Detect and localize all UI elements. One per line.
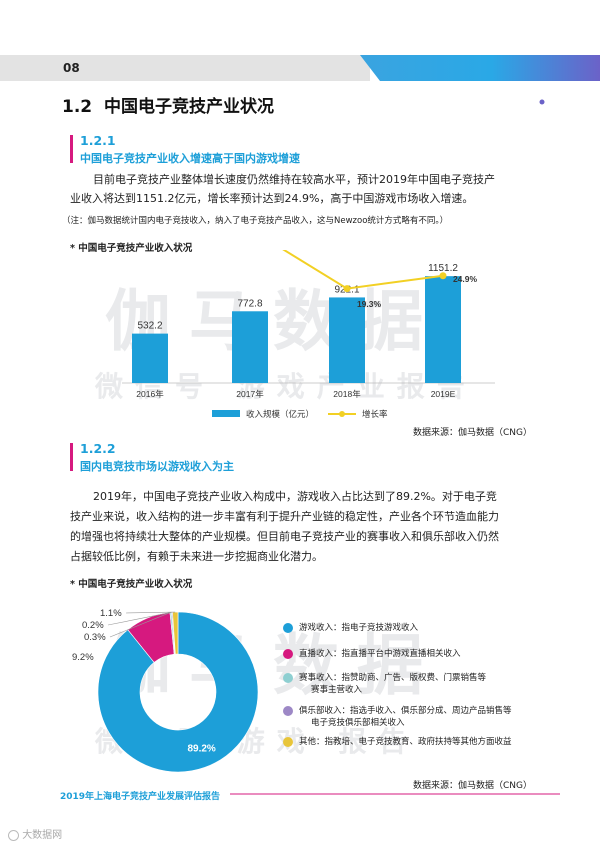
- donut-label-4: 1.1%: [100, 608, 122, 619]
- legend-text-3-0: 俱乐部收入：指选手收入、俱乐部分成、周边产品销售等: [299, 706, 512, 716]
- section-title-text: 中国电子竞技产业状况: [103, 97, 274, 117]
- legend-text-2-1: 赛事主营收入: [311, 685, 363, 695]
- donut-label-2: 0.3%: [84, 632, 106, 643]
- legend-item-2: 赛事收入：指赞助商、广告、版权费、门票销售等赛事主营收入: [283, 672, 583, 696]
- growth-rate-point-2: [343, 285, 351, 293]
- x-tick-label-0: 2016年: [136, 389, 164, 399]
- donut-leader-2: [109, 612, 171, 638]
- x-tick-label-3: 2019E: [431, 389, 456, 399]
- legend-item-1: 直播收入：指直播平台中游戏直播相关收入: [283, 648, 583, 660]
- growth-rate-label-2: 19.3%: [357, 299, 382, 309]
- bar-value-label-1: 772.8: [237, 298, 262, 309]
- bar-value-label-3: 1151.2: [428, 263, 458, 274]
- paragraph-121-line1: 目前电子竞技产业整体增长速度仍然维持在较高水平，预计2019年中国电子竞技产: [93, 173, 495, 186]
- legend-dot-2: [283, 673, 293, 683]
- footer-rule: [230, 793, 560, 795]
- bar-revenue-1: [232, 311, 268, 383]
- growth-rate-label-3: 24.9%: [453, 274, 478, 284]
- paragraph-121-line2: 业收入将达到1151.2亿元，增长率预计达到24.9%，高于中国游戏市场收入增速…: [70, 192, 474, 205]
- footer-report-title: 2019年上海电子竞技产业发展评估报告: [60, 792, 221, 802]
- donut-leader-4: [125, 611, 176, 614]
- paragraph-122-line4: 占据较低比例，有赖于未来进一步挖掘商业化潜力。: [70, 550, 323, 563]
- legend-dot-1: [283, 649, 293, 659]
- legend-item-3: 俱乐部收入：指选手收入、俱乐部分成、周边产品销售等电子竞技俱乐部相关收入: [283, 705, 583, 729]
- bar-revenue-3: [425, 276, 461, 383]
- donut-label-0: 89.2%: [187, 744, 215, 755]
- section-number: 1.2: [62, 97, 93, 117]
- subsection-bar-122: [70, 443, 73, 471]
- header-band: [0, 55, 600, 81]
- revenue-structure-donut-chart: 89.2% 9.2% 0.3%0.2%1.1%: [72, 608, 259, 773]
- subsection-title-122: 国内电竞技市场以游戏收入为主: [80, 460, 234, 473]
- paragraph-122-line3: 的增强也将持续壮大整体的产业规模。但目前电子竞技产业的赛事收入和俱乐部收入仍然: [70, 530, 499, 543]
- header-band-graphic: [0, 55, 600, 81]
- x-tick-label-2: 2018年: [333, 389, 361, 399]
- chart1-source: 数据来源：伽马数据（CNG）: [413, 428, 532, 438]
- page-number: 08: [63, 61, 80, 75]
- x-tick-label-1: 2017年: [236, 389, 264, 399]
- paragraph-122-line1: 2019年，中国电子竞技产业收入构成中，游戏收入占比达到了89.2%。对于电子竞: [93, 490, 497, 503]
- subsection-number-122: 1.2.2: [80, 441, 116, 456]
- legend-growth-label: 增长率: [362, 409, 388, 419]
- chart2-source: 数据来源：伽马数据（CNG）: [413, 781, 532, 791]
- legend-item-0: 游戏收入：指电子竞技游戏收入: [283, 622, 583, 634]
- donut-label-3: 0.2%: [82, 620, 104, 631]
- legend-text-0-0: 游戏收入：指电子竞技游戏收入: [299, 623, 419, 633]
- legend-revenue-label: 收入规模（亿元）: [246, 409, 314, 419]
- legend-growth-marker: [339, 411, 345, 417]
- legend-revenue-swatch: [212, 410, 240, 417]
- subsection-number-121: 1.2.1: [80, 133, 116, 148]
- legend-dot-4: [283, 737, 293, 747]
- donut-slice-0: [97, 611, 259, 773]
- donut-label-1: 9.2%: [72, 652, 94, 663]
- logo-icon: [8, 829, 19, 841]
- donut-leader-3: [107, 611, 173, 626]
- growth-rate-point-3: [439, 272, 447, 280]
- section-title: 1.2 中国电子竞技产业状况: [62, 92, 274, 117]
- legend-item-4: 其他：指教培、电子竞技教育、政府扶持等其他方面收益: [283, 736, 583, 748]
- note-121: （注：伽马数据统计国内电子竞技收入，纳入了电子竞技产品收入，这与Newzoo统计…: [62, 216, 449, 226]
- legend-text-2-0: 赛事收入：指赞助商、广告、版权费、门票销售等: [299, 673, 487, 683]
- bar-revenue-0: [132, 333, 168, 383]
- legend-text-3-1: 电子竞技俱乐部相关收入: [311, 718, 405, 728]
- footer-watermark-logo: 大数据网: [8, 826, 62, 841]
- chart1-title: * 中国电子竞技产业收入状况: [70, 243, 193, 254]
- legend-text-4-0: 其他：指教培、电子竞技教育、政府扶持等其他方面收益: [299, 737, 512, 747]
- growth-rate-line: [282, 250, 444, 290]
- logo-text: 大数据网: [22, 830, 63, 841]
- chart2-title: * 中国电子竞技产业收入状况: [70, 579, 193, 590]
- subsection-bar-121: [70, 135, 73, 163]
- bar-value-label-0: 532.2: [137, 321, 162, 332]
- legend-dot-3: [283, 706, 293, 716]
- legend-text-1-0: 直播收入：指直播平台中游戏直播相关收入: [299, 649, 461, 659]
- legend-dot-0: [283, 623, 293, 633]
- subsection-title-121: 中国电子竞技产业收入增速高于国内游戏增速: [80, 152, 300, 165]
- paragraph-122-line2: 技产业来说，收入结构的进一步丰富有利于提升产业链的稳定性，产业各个环节造血能力: [70, 510, 499, 523]
- revenue-bar-line-chart: 532.22016年772.82017年922.12018年1151.22019…: [122, 250, 495, 419]
- section-title-rule: [298, 99, 545, 105]
- bar-revenue-2: [329, 297, 365, 383]
